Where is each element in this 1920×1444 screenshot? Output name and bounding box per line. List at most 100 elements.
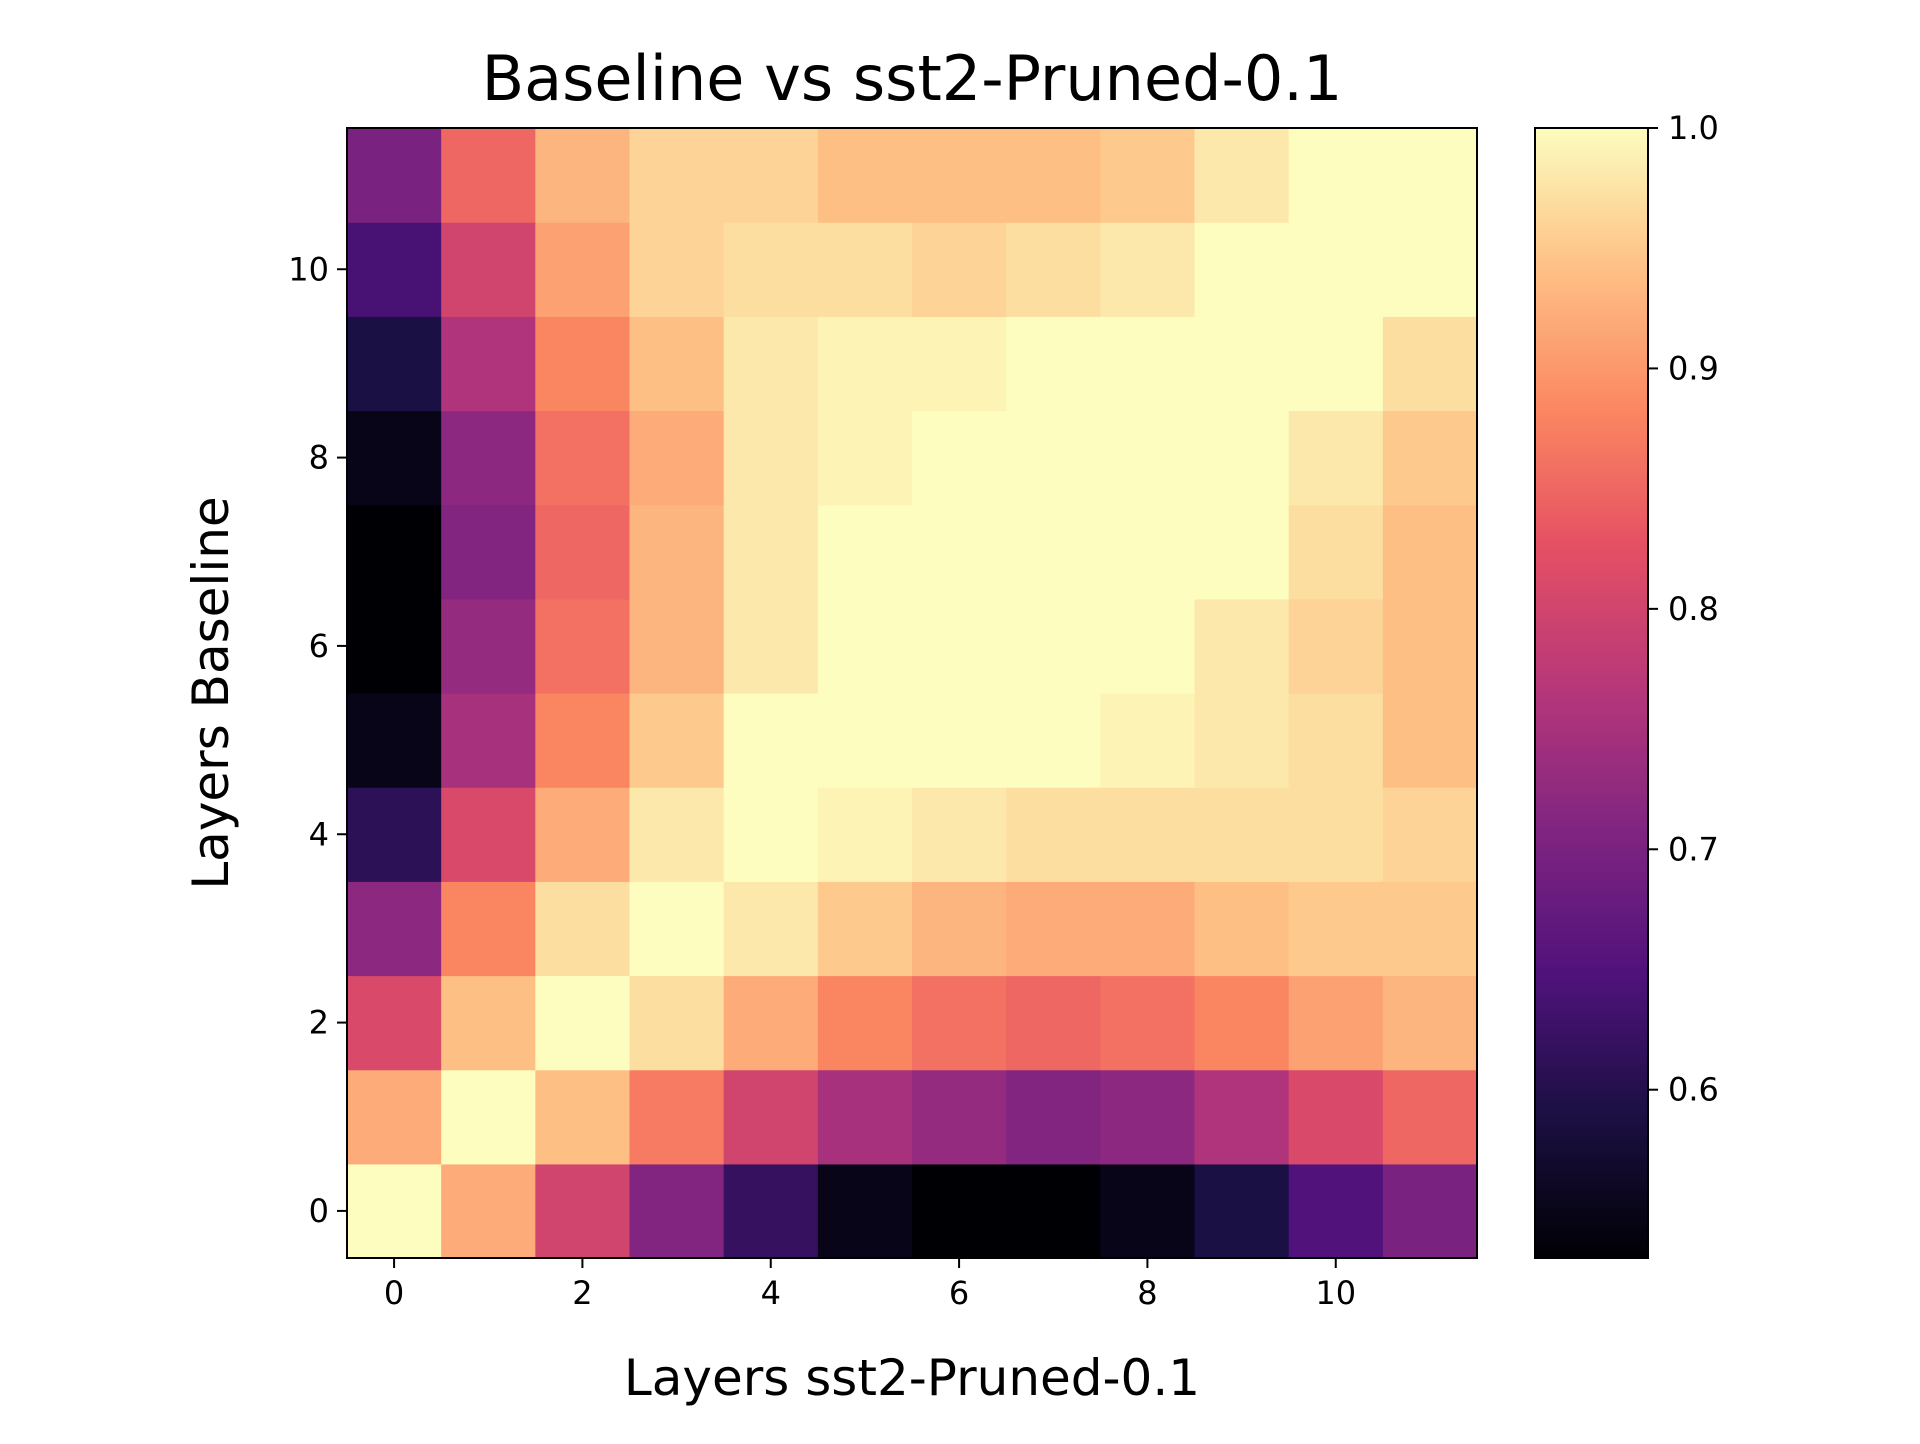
heatmap-cell xyxy=(1006,975,1101,1071)
heatmap-cell xyxy=(347,975,442,1071)
heatmap-cell xyxy=(912,598,1007,694)
heatmap-cell xyxy=(912,128,1007,223)
heatmap-cell xyxy=(1288,1163,1384,1259)
heatmap-cell xyxy=(1006,128,1101,223)
heatmap-cell xyxy=(441,410,536,506)
chart-title: Baseline vs sst2-Pruned-0.1 xyxy=(482,42,1343,115)
heatmap-cell xyxy=(1194,881,1290,977)
heatmap-cell xyxy=(629,1069,725,1165)
heatmap-cell xyxy=(535,787,631,882)
heatmap-cell xyxy=(1382,598,1478,694)
heatmap-cell xyxy=(723,1069,819,1165)
y-axis-label: Layers Baseline xyxy=(182,496,240,889)
y-tick-label: 4 xyxy=(309,815,329,853)
y-tick-label: 8 xyxy=(309,439,329,477)
heatmap-cell xyxy=(1100,1163,1196,1259)
x-tick-label: 10 xyxy=(1315,1274,1356,1312)
heatmap-cell xyxy=(1100,975,1196,1071)
heatmap-cell xyxy=(1006,410,1101,506)
heatmap-cell xyxy=(1288,598,1384,694)
heatmap-cell xyxy=(1006,504,1101,600)
heatmap-cell xyxy=(912,504,1007,600)
heatmap-cell xyxy=(912,1069,1007,1165)
heatmap-cell xyxy=(1100,504,1196,600)
heatmap-cell xyxy=(1194,1069,1290,1165)
heatmap-cell xyxy=(817,693,913,788)
heatmap-cells xyxy=(347,128,1478,1259)
heatmap-cell xyxy=(912,410,1007,506)
heatmap-cell xyxy=(912,975,1007,1071)
heatmap-cell xyxy=(441,128,536,223)
heatmap-cell xyxy=(1194,222,1290,317)
heatmap-cell xyxy=(1288,881,1384,977)
heatmap-cell xyxy=(629,222,725,317)
heatmap-cell xyxy=(535,1163,631,1259)
heatmap-cell xyxy=(441,881,536,977)
heatmap-cell xyxy=(535,128,631,223)
heatmap-cell xyxy=(1288,222,1384,317)
heatmap-cell xyxy=(817,1069,913,1165)
y-tick-label: 0 xyxy=(309,1192,329,1230)
x-tick-label: 8 xyxy=(1137,1274,1157,1312)
x-tick-label: 0 xyxy=(384,1274,404,1312)
heatmap-cell xyxy=(1382,222,1478,317)
heatmap-cell xyxy=(1382,787,1478,882)
heatmap-cell xyxy=(817,410,913,506)
heatmap-cell xyxy=(629,1163,725,1259)
heatmap-cell xyxy=(1194,1163,1290,1259)
heatmap-cell xyxy=(629,787,725,882)
heatmap-cell xyxy=(347,128,442,223)
heatmap-cell xyxy=(1288,316,1384,412)
heatmap-cell xyxy=(912,881,1007,977)
heatmap-cell xyxy=(535,410,631,506)
heatmap-cell xyxy=(817,316,913,412)
x-tick-label: 6 xyxy=(949,1274,969,1312)
heatmap-cell xyxy=(912,1163,1007,1259)
heatmap-cell xyxy=(347,881,442,977)
heatmap-cell xyxy=(1194,693,1290,788)
heatmap-cell xyxy=(1382,975,1478,1071)
heatmap-cell xyxy=(1194,504,1290,600)
x-tick-label: 4 xyxy=(761,1274,781,1312)
heatmap-cell xyxy=(723,504,819,600)
x-tick-label: 2 xyxy=(572,1274,592,1312)
heatmap-cell xyxy=(912,693,1007,788)
heatmap-cell xyxy=(1382,1069,1478,1165)
colorbar-tick-label: 0.6 xyxy=(1668,1071,1719,1109)
colorbar xyxy=(1534,127,1649,1259)
plot-frame xyxy=(346,127,1478,1259)
heatmap-cell xyxy=(1288,128,1384,223)
x-axis-label: Layers sst2-Pruned-0.1 xyxy=(624,1349,1200,1407)
heatmap-cell xyxy=(723,410,819,506)
heatmap-cell xyxy=(1006,316,1101,412)
heatmap-cell xyxy=(535,975,631,1071)
y-axis-ticks: 0 2 4 6 8 10 xyxy=(288,250,347,1230)
heatmap-cell xyxy=(441,1069,536,1165)
heatmap-cell xyxy=(1382,693,1478,788)
heatmap-cell xyxy=(1382,128,1478,223)
heatmap-cell xyxy=(817,1163,913,1259)
heatmap-cell xyxy=(535,504,631,600)
heatmap-cell xyxy=(1100,787,1196,882)
y-tick-label: 6 xyxy=(309,627,329,665)
heatmap-cell xyxy=(912,222,1007,317)
heatmap-cell xyxy=(723,975,819,1071)
heatmap-cell xyxy=(1006,1069,1101,1165)
heatmap-cell xyxy=(1382,316,1478,412)
heatmap-cell xyxy=(1100,598,1196,694)
heatmap-cell xyxy=(535,316,631,412)
heatmap-cell xyxy=(441,1163,536,1259)
heatmap-cell xyxy=(535,1069,631,1165)
colorbar-tick-label: 0.9 xyxy=(1668,349,1719,387)
heatmap-cell xyxy=(441,222,536,317)
heatmap-cell xyxy=(1288,975,1384,1071)
heatmap-cell xyxy=(817,504,913,600)
heatmap-cell xyxy=(441,787,536,882)
heatmap-cell xyxy=(723,128,819,223)
heatmap-cell xyxy=(1006,1163,1101,1259)
heatmap-cell xyxy=(1194,975,1290,1071)
heatmap-cell xyxy=(1006,598,1101,694)
colorbar-tick-label: 0.8 xyxy=(1668,590,1719,628)
heatmap-cell xyxy=(347,693,442,788)
